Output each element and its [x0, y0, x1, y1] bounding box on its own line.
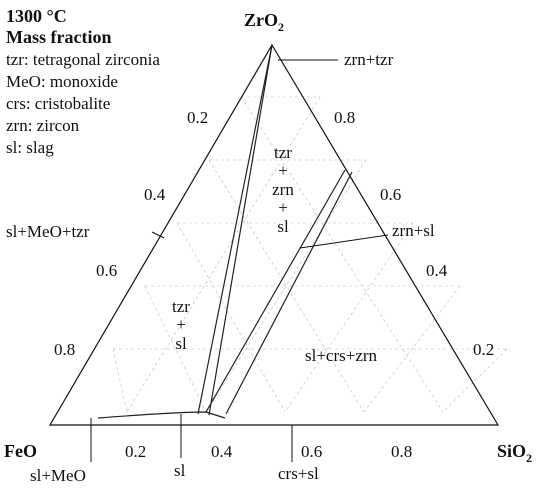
left-edge-ticks: 0.2 0.4 0.6 0.8 — [54, 108, 208, 359]
boundary-zrn-right-a — [205, 169, 346, 413]
phase-boundaries — [97, 44, 353, 419]
region-sl-crs-zrn: sl+crs+zrn — [305, 346, 378, 365]
tick-bottom-1: 0.4 — [211, 442, 233, 461]
legend-abbr-crs: crs: cristobalite — [6, 94, 110, 113]
callout-zrn-sl: zrn+sl — [392, 221, 435, 240]
tick-right-1: 0.6 — [380, 185, 401, 204]
legend: 1300 °C Mass fraction tzr: tetragonal zi… — [6, 6, 160, 157]
boundary-tzr-left — [197, 44, 273, 415]
callout-sl-meo: sl+MeO — [30, 466, 86, 485]
tick-left-1: 0.4 — [144, 185, 166, 204]
region-line: + — [278, 198, 288, 217]
tick-right-0: 0.8 — [334, 108, 355, 127]
right-edge-ticks: 0.8 0.6 0.4 0.2 — [334, 108, 494, 359]
tick-right-3: 0.2 — [473, 340, 494, 359]
region-line: + — [278, 161, 288, 180]
tick-left-3: 0.8 — [54, 340, 75, 359]
bottom-edge-ticks: 0.2 0.4 0.6 0.8 — [125, 442, 412, 461]
legend-temperature: 1300 °C — [6, 6, 67, 26]
tick-left-2: 0.6 — [96, 261, 117, 280]
region-line: zrn — [272, 180, 294, 199]
leader-zrn-sl — [299, 234, 389, 249]
tick-left-0: 0.2 — [187, 108, 208, 127]
tick-bottom-0: 0.2 — [125, 442, 146, 461]
legend-abbr-zrn: zrn: zircon — [6, 116, 80, 135]
callout-sl: sl — [174, 461, 186, 480]
region-tzr-zrn-sl: tzr + zrn + sl — [272, 143, 294, 236]
legend-basis: Mass fraction — [6, 27, 111, 47]
region-line: tzr — [274, 143, 292, 162]
boundary-zrn-right-b — [225, 171, 353, 415]
tick-bottom-2: 0.6 — [301, 442, 322, 461]
region-line: sl — [175, 334, 187, 353]
corner-feo: FeO — [4, 441, 37, 461]
legend-abbr-meo: MeO: monoxide — [6, 72, 118, 91]
leader-sl-meo-tzr — [151, 231, 165, 239]
region-tzr-sl: tzr + sl — [172, 297, 190, 353]
callout-sl-meo-tzr: sl+MeO+tzr — [6, 222, 90, 241]
legend-abbr-sl: sl: slag — [6, 138, 54, 157]
callout-zrn-tzr: zrn+tzr — [344, 50, 394, 69]
corner-sio2: SiO2 — [497, 441, 532, 465]
region-line: + — [176, 315, 186, 334]
tick-right-2: 0.4 — [426, 261, 448, 280]
corner-zro2: ZrO2 — [244, 10, 284, 34]
region-line: sl — [277, 217, 289, 236]
region-line: tzr — [172, 297, 190, 316]
callout-crs-sl: crs+sl — [278, 464, 319, 483]
legend-abbr-tzr: tzr: tetragonal zirconia — [6, 50, 160, 69]
tick-bottom-3: 0.8 — [391, 442, 412, 461]
boundary-liquidus — [97, 411, 226, 419]
diagram-grid — [112, 96, 508, 413]
boundary-tzr-sl — [208, 44, 273, 416]
